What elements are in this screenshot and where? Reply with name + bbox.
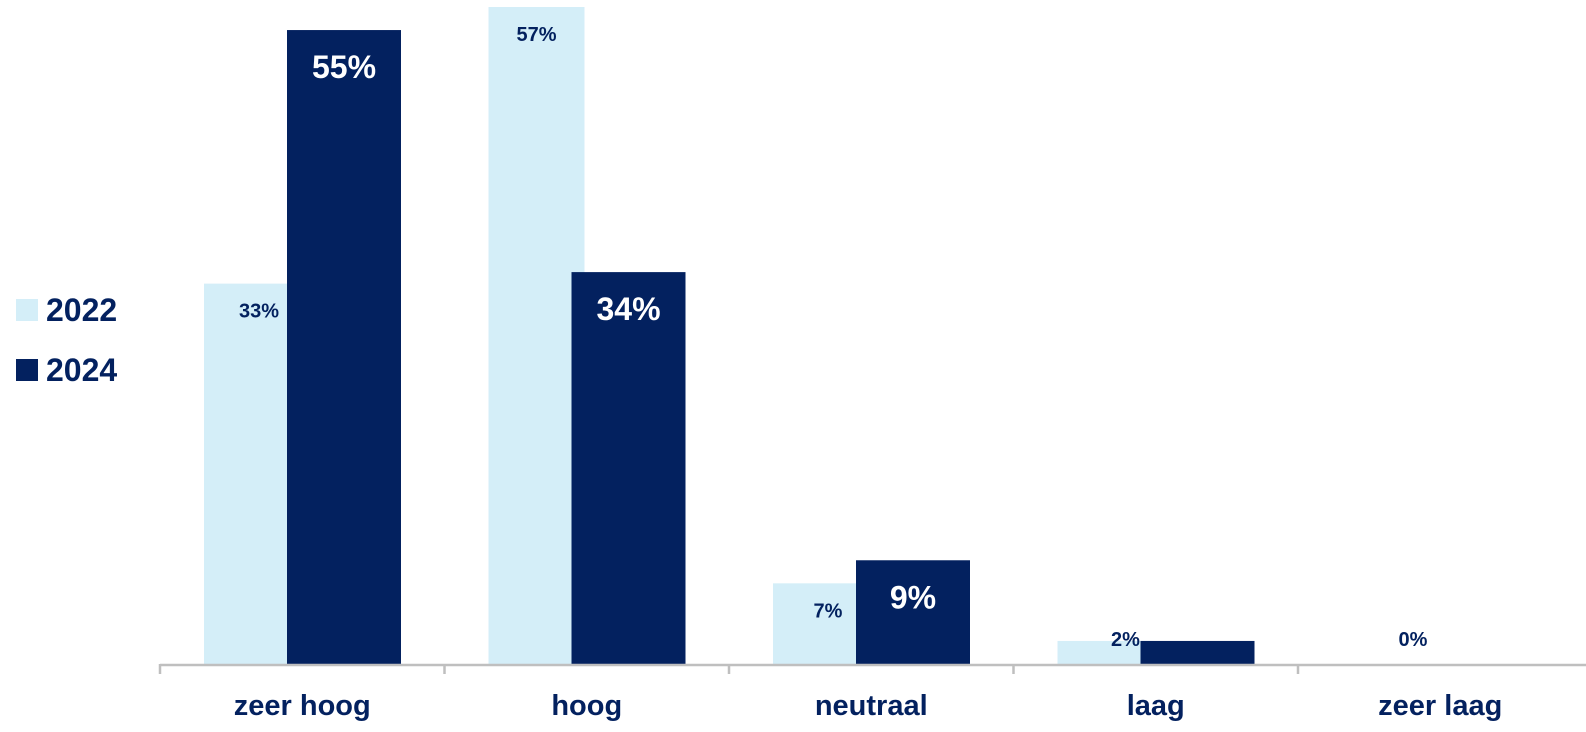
data-label-2024: 34% bbox=[596, 291, 660, 327]
bar-2024-2 bbox=[571, 272, 686, 664]
category-label: neutraal bbox=[815, 690, 928, 722]
legend: 2022 2024 bbox=[16, 290, 117, 410]
bar-2022-3 bbox=[773, 583, 869, 664]
data-label-2022: 0% bbox=[1399, 629, 1428, 651]
data-label-2024: 55% bbox=[312, 49, 376, 85]
legend-item-2024: 2024 bbox=[16, 350, 117, 390]
data-label-2022: 57% bbox=[516, 24, 556, 46]
legend-item-2022: 2022 bbox=[16, 290, 117, 330]
bar-2024-1 bbox=[287, 30, 401, 665]
data-label-2024: 9% bbox=[890, 579, 936, 615]
category-label: hoog bbox=[551, 690, 622, 722]
legend-swatch-2022 bbox=[16, 299, 38, 321]
data-label-2022: 7% bbox=[814, 600, 843, 622]
legend-label-2024: 2024 bbox=[46, 351, 118, 388]
category-label: laag bbox=[1127, 690, 1185, 722]
data-label-2022: 33% bbox=[239, 301, 279, 323]
data-label-2022: 2% bbox=[1111, 629, 1140, 651]
legend-label-2022: 2022 bbox=[46, 291, 118, 328]
bar-2022-4 bbox=[1057, 640, 1154, 664]
bar-2022-2 bbox=[488, 7, 585, 664]
category-label: zeer laag bbox=[1378, 690, 1502, 722]
bar-2024-4 bbox=[1140, 640, 1255, 664]
category-label: zeer hoog bbox=[234, 690, 371, 722]
legend-swatch-2024 bbox=[16, 359, 38, 381]
bar-2022-1 bbox=[204, 283, 300, 664]
bar-2024-3 bbox=[856, 560, 970, 664]
